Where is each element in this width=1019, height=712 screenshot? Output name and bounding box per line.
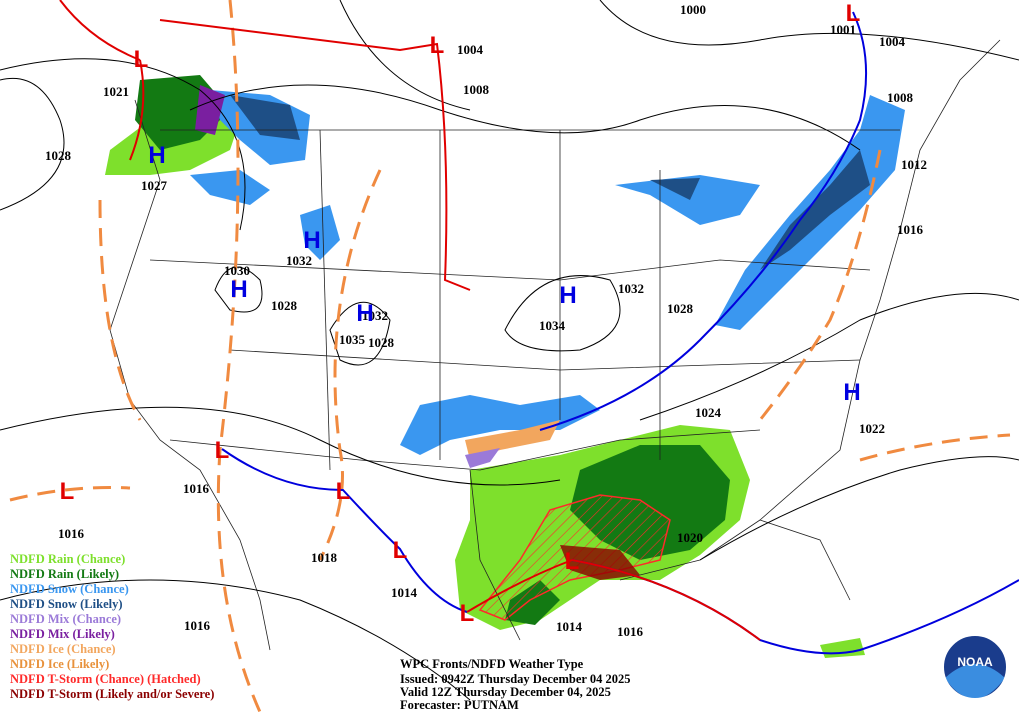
fronts (9, 0, 1019, 712)
legend: NDFD Rain (Chance)NDFD Rain (Likely)NDFD… (10, 552, 214, 701)
labels: 1000 1004 1001 1004 1021 1008 1008 1028 1027 1012… (45, 0, 927, 639)
isobar-label: 1014 (556, 619, 583, 634)
low-center: L (460, 600, 475, 627)
isobar-label: 1016 (617, 624, 644, 639)
high-center: H (843, 379, 860, 406)
legend-entry: NDFD T-Storm (Chance) (Hatched) (10, 672, 201, 686)
logo-text: NOAA (957, 655, 993, 669)
isobar-label: 1028 (271, 298, 298, 313)
low-center: L (430, 32, 445, 59)
noaa-logo: NOAA (942, 634, 1008, 700)
isobar-label: 1032 (362, 308, 388, 323)
isobar-label: 1016 (58, 526, 85, 541)
low-center: L (134, 46, 149, 73)
legend-entry: NDFD Rain (Likely) (10, 567, 119, 581)
isobar-label: 1012 (901, 157, 927, 172)
isobar-label: 1001 (830, 22, 856, 37)
footer-issued: Issued: 0942Z Thursday December 04 2025 (400, 672, 630, 686)
legend-entry: NDFD Mix (Chance) (10, 612, 121, 626)
isobar-label: 1018 (311, 550, 338, 565)
isobar-label: 1004 (457, 42, 484, 57)
isobar-label: 1028 (667, 301, 694, 316)
isobar-label: 1021 (103, 84, 129, 99)
footer-forecaster: Forecaster: PUTNAM (400, 698, 519, 712)
high-center: H (356, 300, 373, 327)
high-center: H (303, 227, 320, 254)
isobar-label: 1028 (368, 335, 395, 350)
isobar-label: 1014 (391, 585, 418, 600)
isobar-label: 1020 (677, 530, 703, 545)
legend-entry: NDFD Snow (Chance) (10, 582, 129, 596)
high-center: H (559, 282, 576, 309)
isobar-label: 1000 (680, 2, 706, 17)
footer-title: WPC Fronts/NDFD Weather Type (400, 657, 584, 671)
high-center: H (148, 142, 165, 169)
legend-entry: NDFD Ice (Likely) (10, 657, 109, 671)
low-center: L (215, 437, 230, 464)
isobar-label: 1034 (539, 318, 566, 333)
isobar-label: 1027 (141, 178, 168, 193)
footer-valid: Valid 12Z Thursday December 04, 2025 (400, 685, 611, 699)
isobar-label: 1008 (887, 90, 914, 105)
isobar-label: 1028 (45, 148, 72, 163)
isobar-label: 1004 (879, 34, 906, 49)
isobar-label: 1008 (463, 82, 490, 97)
high-center: H (230, 276, 247, 303)
isobar-label: 1030 (224, 263, 250, 278)
legend-entry: NDFD Snow (Likely) (10, 597, 123, 611)
footer: WPC Fronts/NDFD Weather Type Issued: 094… (400, 657, 630, 712)
isobar-label: 1016 (183, 481, 210, 496)
legend-entry: NDFD Mix (Likely) (10, 627, 115, 641)
low-center: L (393, 537, 408, 564)
isobar-label: 1022 (859, 421, 885, 436)
isobar-label: 1016 (184, 618, 211, 633)
isobar-label: 1035 (339, 332, 366, 347)
legend-entry: NDFD Ice (Chance) (10, 642, 116, 656)
legend-entry: NDFD T-Storm (Likely and/or Severe) (10, 687, 214, 701)
isobar-label: 1016 (897, 222, 924, 237)
low-center: L (846, 0, 861, 27)
geography (109, 39, 1001, 651)
low-center: L (336, 478, 351, 505)
low-center: L (565, 548, 580, 575)
legend-entry: NDFD Rain (Chance) (10, 552, 125, 566)
low-center: L (60, 478, 75, 505)
isobar-label: 1024 (695, 405, 722, 420)
isobar-label: 1032 (286, 253, 312, 268)
isobar-label: 1032 (618, 281, 644, 296)
